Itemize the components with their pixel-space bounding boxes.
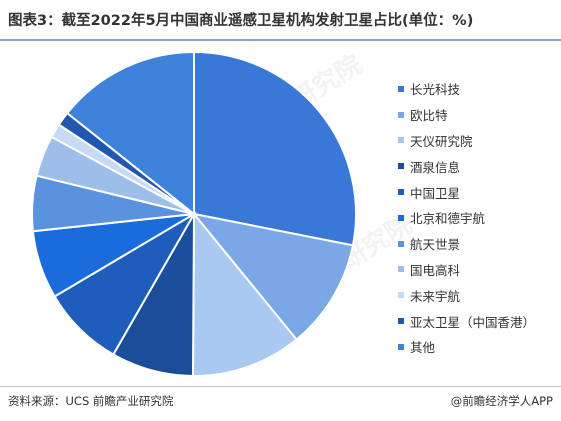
legend-item-11: 其他: [398, 334, 535, 360]
legend-label: 中国卫星: [410, 185, 461, 201]
legend-label: 其他: [410, 340, 436, 356]
legend-swatch-icon: [398, 343, 404, 350]
footer-divider: [0, 386, 561, 387]
chart-legend: 长光科技欧比特天仪研究院酒泉信息中国卫星北京和德宇航 航天世景国电高科未来宇航亚太…: [398, 76, 535, 360]
legend-label: 长光科技: [410, 82, 461, 98]
legend-label: 未来宇航: [410, 288, 461, 304]
legend-item-8: 国电高科: [398, 257, 535, 283]
legend-item-3: 天仪研究院: [398, 128, 535, 154]
title-divider: [0, 39, 561, 41]
legend-swatch-icon: [398, 214, 404, 221]
legend-item-7: 航天世景: [398, 231, 535, 257]
pie-slice-1: [193, 50, 358, 247]
legend-item-5: 中国卫星: [398, 179, 535, 205]
brand-credit: @前瞻经济学人APP: [450, 394, 553, 408]
legend-swatch-icon: [398, 318, 404, 325]
legend-label: 北京和德宇航: [410, 211, 486, 227]
legend-label: 天仪研究院: [410, 133, 473, 149]
pie-slice-11: [65, 50, 195, 217]
legend-item-2: 欧比特: [398, 102, 535, 128]
legend-swatch-icon: [398, 266, 404, 273]
legend-label: 航天世景: [410, 237, 461, 253]
legend-item-9: 未来宇航: [398, 282, 535, 308]
chart-title: 图表3：截至2022年5月中国商业遥感卫星机构发射卫星占比(单位：%): [8, 13, 474, 29]
legend-label: 欧比特: [410, 108, 448, 124]
source-note: 资料来源：UCS 前瞻产业研究院: [8, 394, 174, 408]
legend-swatch-icon: [398, 163, 404, 170]
pie-slice-3: [191, 211, 298, 378]
legend-label: 酒泉信息: [410, 159, 461, 175]
legend-swatch-icon: [398, 240, 404, 247]
legend-label: 国电高科: [410, 262, 461, 278]
legend-swatch-icon: [398, 85, 404, 92]
legend-item-6: 北京和德宇航: [398, 205, 535, 231]
legend-swatch-icon: [398, 189, 404, 196]
pie-slice-2: [191, 212, 355, 341]
legend-swatch-icon: [398, 137, 404, 144]
legend-swatch-icon: [398, 111, 404, 118]
legend-item-1: 长光科技: [398, 76, 535, 102]
legend-swatch-icon: [398, 292, 404, 299]
legend-label: 亚太卫星（中国香港）: [410, 314, 536, 330]
legend-item-10: 亚太卫星（中国香港）: [398, 308, 535, 334]
legend-item-4: 酒泉信息: [398, 153, 535, 179]
